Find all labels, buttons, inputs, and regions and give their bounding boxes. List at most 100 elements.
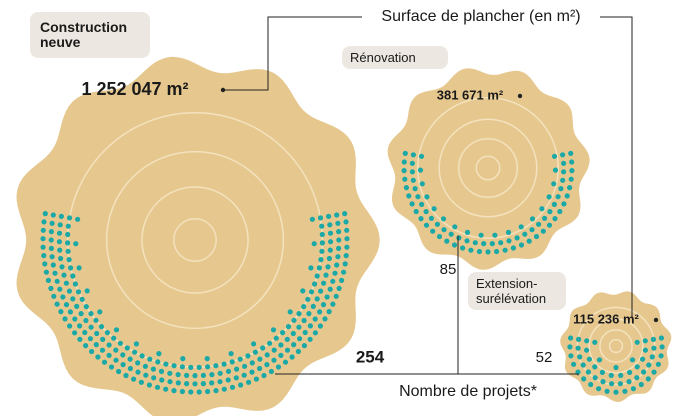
project-dot [57, 287, 62, 292]
project-dot [201, 373, 206, 378]
project-dot [581, 376, 586, 381]
project-dot [302, 343, 307, 348]
project-dot [301, 304, 306, 309]
project-dot [343, 261, 348, 266]
project-dot [541, 229, 546, 234]
project-dot [72, 330, 77, 335]
project-dot [77, 337, 82, 342]
project-dot [327, 256, 332, 261]
project-dot [334, 212, 339, 217]
project-dot [74, 304, 79, 309]
project-dot [51, 212, 56, 217]
project-dot [76, 289, 81, 294]
project-dot [296, 349, 301, 354]
project-dot [58, 256, 63, 261]
project-dot [490, 241, 495, 246]
project-dot [209, 372, 214, 377]
anchor [221, 88, 225, 92]
project-dot [291, 331, 296, 336]
project-dot [197, 365, 202, 370]
project-dot [83, 318, 88, 323]
project-dot [406, 193, 411, 198]
project-dot [506, 238, 511, 243]
project-dot [121, 362, 126, 367]
project-dot [55, 302, 60, 307]
project-dot [261, 373, 266, 378]
project-dot [413, 186, 418, 191]
project-dot [59, 214, 64, 219]
project-dot [534, 234, 539, 239]
project-dot [492, 233, 497, 238]
project-dot [576, 346, 581, 351]
project-dot [105, 330, 110, 335]
surface-value: 381 671 m² [437, 87, 504, 102]
project-dot [95, 354, 100, 359]
project-dot [325, 264, 330, 269]
project-dot [527, 239, 532, 244]
project-dot [403, 151, 408, 156]
project-dot [339, 278, 344, 283]
project-dot [291, 318, 296, 323]
project-dot [88, 336, 93, 341]
project-dot [51, 294, 56, 299]
project-dot [323, 273, 328, 278]
project-dot [99, 324, 104, 329]
project-dot [163, 362, 168, 367]
project-dot [73, 281, 78, 286]
project-dot [57, 231, 62, 236]
project-dot [300, 288, 305, 293]
project-dot [265, 352, 270, 357]
project-dot [310, 217, 315, 222]
project-dot [481, 241, 486, 246]
project-dot [59, 264, 64, 269]
project-dot [402, 168, 407, 173]
project-dot [62, 316, 67, 321]
project-dot [415, 194, 420, 199]
project-dot [242, 364, 247, 369]
project-dot [51, 262, 56, 267]
project-dot [336, 229, 341, 234]
project-dot [125, 345, 130, 350]
project-dot [296, 325, 301, 330]
project-dot [64, 302, 69, 307]
project-dot [41, 253, 46, 258]
project-dot [424, 194, 429, 199]
project-dot [128, 366, 133, 371]
project-dot [245, 353, 250, 358]
project-dot [58, 309, 63, 314]
project-dot [230, 359, 235, 364]
surface-title: Surface de plancher (en m²) [381, 8, 580, 25]
count-value: 52 [536, 349, 553, 366]
project-dot [205, 364, 210, 369]
project-dot [343, 219, 348, 224]
project-dot [328, 239, 333, 244]
project-dot [60, 294, 65, 299]
project-dot [634, 375, 639, 380]
project-dot [588, 382, 593, 387]
project-dot [50, 254, 55, 259]
project-dot [327, 222, 332, 227]
project-dot [134, 341, 139, 346]
project-dot [330, 302, 335, 307]
project-dot [600, 370, 605, 375]
project-dot [65, 232, 70, 237]
project-dot [66, 224, 71, 229]
project-dot [651, 370, 656, 375]
project-dot [93, 318, 98, 323]
project-dot [468, 248, 473, 253]
project-dot [234, 367, 239, 372]
project-dot [519, 224, 524, 229]
anchor [518, 94, 522, 98]
project-dot [135, 360, 140, 365]
category-label: Rénovation [342, 46, 448, 69]
project-dot [159, 377, 164, 382]
project-dot [276, 364, 281, 369]
project-dot [452, 224, 457, 229]
project-dot [659, 335, 664, 340]
project-dot [635, 364, 640, 369]
project-dot [167, 371, 172, 376]
project-dot [424, 223, 429, 228]
project-dot [626, 379, 631, 384]
project-dot [94, 331, 99, 336]
project-dot [592, 340, 597, 345]
